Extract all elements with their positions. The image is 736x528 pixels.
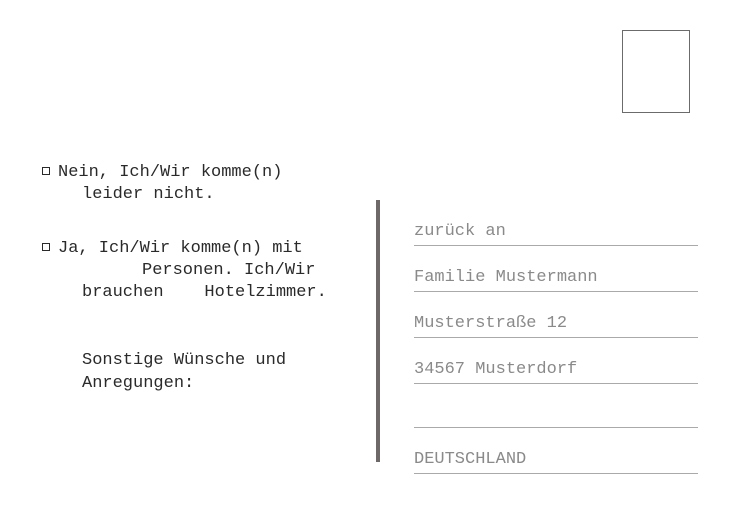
- notes-line2: Anregungen:: [82, 373, 362, 395]
- address-street: Musterstraße 12: [414, 314, 698, 338]
- option-yes-line2: Personen. Ich/Wir: [42, 260, 362, 282]
- option-no-line1: Nein, Ich/Wir komme(n): [58, 163, 282, 182]
- option-yes-line3: brauchen Hotelzimmer.: [42, 282, 362, 304]
- stamp-box: [622, 30, 690, 113]
- vertical-divider: [376, 200, 380, 462]
- option-no: Nein, Ich/Wir komme(n) leider nicht.: [42, 162, 362, 206]
- return-to-label: zurück an: [414, 222, 698, 246]
- address-block: zurück an Familie Mustermann Musterstraß…: [414, 222, 698, 474]
- option-yes: Ja, Ich/Wir komme(n) mit Personen. Ich/W…: [42, 238, 362, 304]
- notes-section: Sonstige Wünsche und Anregungen:: [42, 350, 362, 394]
- address-name: Familie Mustermann: [414, 268, 698, 292]
- address-city: 34567 Musterdorf: [414, 360, 698, 384]
- rsvp-options: Nein, Ich/Wir komme(n) leider nicht. Ja,…: [42, 162, 362, 395]
- option-no-line2: leider nicht.: [42, 184, 362, 206]
- notes-line1: Sonstige Wünsche und: [82, 350, 362, 372]
- address-blank-line: [414, 406, 698, 428]
- address-country: DEUTSCHLAND: [414, 450, 698, 474]
- option-yes-line1: Ja, Ich/Wir komme(n) mit: [58, 239, 303, 258]
- checkbox-yes[interactable]: [42, 243, 50, 251]
- checkbox-no[interactable]: [42, 167, 50, 175]
